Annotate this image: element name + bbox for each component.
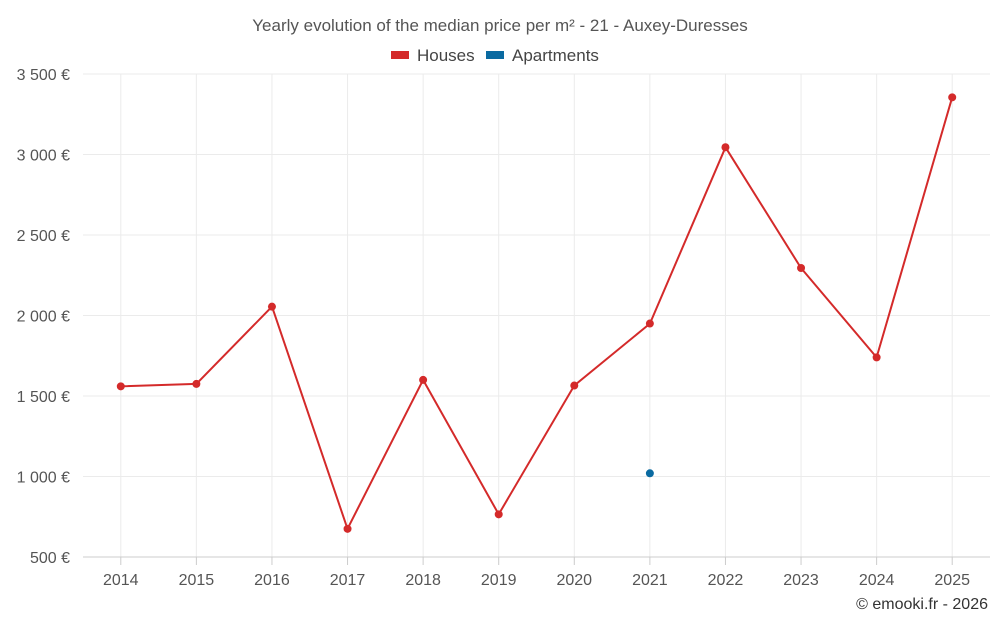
y-axis: 500 € 1 000 € 1 500 € 2 000 € 2 500 € 3 000 €… xyxy=(17,67,70,567)
data-point-houses-2014[interactable] xyxy=(116,382,125,391)
x-tick-label: 2016 xyxy=(254,572,290,589)
grid xyxy=(83,73,990,557)
legend-label-apartments[interactable]: Apartments xyxy=(512,46,599,65)
y-tick-label: 2 000 € xyxy=(17,309,70,326)
data-point-houses-2024[interactable] xyxy=(872,353,881,362)
series xyxy=(116,93,957,533)
x-tick-label: 2025 xyxy=(934,572,970,589)
x-tick-label: 2023 xyxy=(783,572,819,589)
x-tick-label: 2014 xyxy=(103,572,139,589)
data-point-houses-2023[interactable] xyxy=(797,264,806,273)
data-point-houses-2017[interactable] xyxy=(343,524,352,533)
x-tick-label: 2020 xyxy=(556,572,592,589)
data-point-houses-2021[interactable] xyxy=(645,319,654,328)
data-point-houses-2018[interactable] xyxy=(419,375,428,384)
y-tick-label: 2 500 € xyxy=(17,228,70,245)
y-tick-label: 500 € xyxy=(30,550,70,567)
x-tick-label: 2015 xyxy=(179,572,215,589)
legend-swatch-houses[interactable] xyxy=(391,51,409,59)
credit-text: © emooki.fr - 2026 xyxy=(856,596,988,613)
x-axis: 2014 2015 2016 2017 2018 2019 2020 2021 2022 2023… xyxy=(83,556,990,589)
chart-title: Yearly evolution of the median price per… xyxy=(252,16,747,35)
x-tick-label: 2017 xyxy=(330,572,366,589)
data-point-houses-2015[interactable] xyxy=(192,379,201,388)
data-point-houses-2019[interactable] xyxy=(494,510,503,519)
x-tick-label: 2022 xyxy=(708,572,744,589)
data-point-houses-2016[interactable] xyxy=(267,302,276,311)
data-point-houses-2025[interactable] xyxy=(948,93,957,102)
y-tick-label: 1 500 € xyxy=(17,389,70,406)
x-tick-label: 2024 xyxy=(859,572,895,589)
y-tick-label: 1 000 € xyxy=(17,470,70,487)
x-tick-label: 2019 xyxy=(481,572,517,589)
legend-swatch-apartments[interactable] xyxy=(486,51,504,59)
x-tick-label: 2021 xyxy=(632,572,668,589)
legend-label-houses[interactable]: Houses xyxy=(417,46,475,65)
data-point-apartments-2021[interactable] xyxy=(645,469,654,478)
data-point-houses-2020[interactable] xyxy=(570,381,579,390)
series-line-houses xyxy=(120,97,954,530)
legend: Houses Apartments xyxy=(391,46,599,65)
x-tick-label: 2018 xyxy=(405,572,441,589)
y-tick-label: 3 000 € xyxy=(17,148,70,165)
data-point-houses-2022[interactable] xyxy=(721,143,730,152)
y-tick-label: 3 500 € xyxy=(17,67,70,84)
